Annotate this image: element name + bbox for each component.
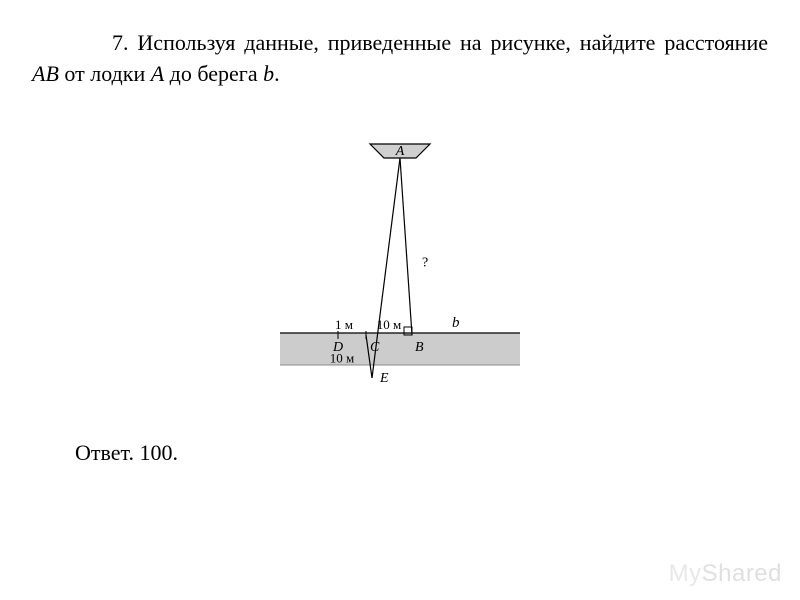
svg-text:B: B [415, 340, 424, 355]
watermark-shared: Shared [702, 560, 782, 587]
var-b: b [263, 61, 274, 86]
watermark: MyShared [669, 560, 782, 588]
svg-text:C: C [370, 340, 380, 355]
answer-line: Ответ. 100. [75, 440, 178, 466]
svg-text:A: A [395, 144, 405, 159]
var-AB: AB [32, 61, 59, 86]
svg-text:?: ? [422, 256, 428, 271]
answer-label: Ответ. [75, 440, 134, 465]
svg-text:10 м: 10 м [330, 351, 354, 366]
svg-text:10 м: 10 м [377, 317, 401, 332]
problem-text-4: . [274, 61, 280, 86]
problem-text-1: Используя данные, приведенные на рисунке… [137, 30, 768, 55]
watermark-my: My [669, 560, 702, 587]
problem-text-3: до берега [164, 61, 263, 86]
geometry-diagram: A?b1 м10 мDCB10 мE [280, 140, 520, 400]
svg-text:b: b [452, 315, 460, 331]
answer-value: 100. [140, 440, 179, 465]
svg-text:1 м: 1 м [335, 317, 353, 332]
svg-text:E: E [379, 371, 389, 386]
problem-text-2: от лодки [59, 61, 151, 86]
var-A: A [151, 61, 164, 86]
problem-statement: 7. Используя данные, приведенные на рису… [32, 28, 768, 90]
problem-number: 7. [112, 30, 129, 55]
